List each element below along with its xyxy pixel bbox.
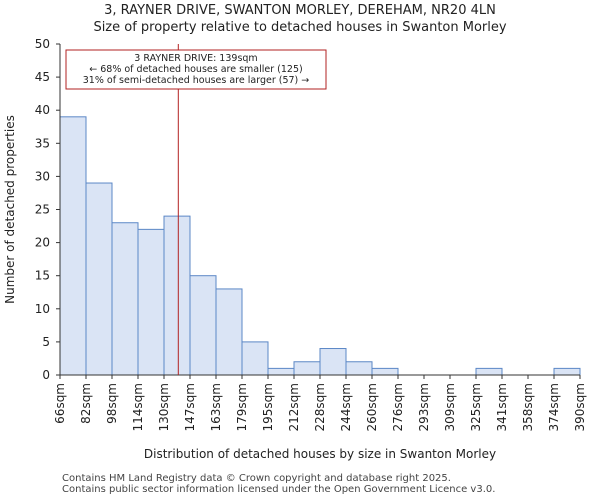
x-tick-label: 309sqm [443,383,457,431]
x-tick-label: 114sqm [131,383,145,431]
annotation-box [65,49,327,90]
bar-66sqm [59,116,87,376]
y-tick-label: 50 [35,37,50,51]
footer-licence: Contains public sector information licen… [62,484,496,495]
bar-195sqm [267,367,295,376]
x-tick-label: 179sqm [235,383,249,431]
bar-147sqm [189,275,217,376]
y-tick-label: 30 [35,169,50,183]
y-tick-label: 40 [35,103,50,117]
chart-title: 3, RAYNER DRIVE, SWANTON MORLEY, DEREHAM… [104,3,496,18]
x-tick-label: 260sqm [365,383,379,431]
x-tick-label: 212sqm [287,383,301,431]
x-tick-label: 341sqm [495,383,509,431]
x-tick-label: 374sqm [547,383,561,431]
bars-group [59,116,581,376]
x-tick-label: 325sqm [469,383,483,431]
bar-82sqm [85,182,113,376]
bar-212sqm [293,361,321,376]
bar-114sqm [137,228,165,376]
x-axis-label: Distribution of detached houses by size … [144,447,496,461]
x-tick-label: 276sqm [391,383,405,431]
footer-copyright: Contains HM Land Registry data © Crown c… [62,473,451,484]
bar-244sqm [345,361,373,376]
x-tick-label: 66sqm [53,383,67,424]
annotation-line-2: ← 68% of detached houses are smaller (12… [89,64,302,75]
bar-374sqm [553,367,581,376]
chart-subtitle: Size of property relative to detached ho… [93,20,507,35]
y-tick-label: 0 [42,368,50,382]
bar-163sqm [215,288,243,376]
x-tick-label: 228sqm [313,383,327,431]
bar-98sqm [111,222,139,376]
marker-annotation: 3 RAYNER DRIVE: 139sqm ← 68% of detached… [65,49,327,90]
y-tick-label: 25 [35,203,50,217]
x-tick-label: 244sqm [339,383,353,431]
annotation-line-3: 31% of semi-detached houses are larger (… [83,75,310,86]
x-tick-label: 293sqm [417,383,431,431]
y-tick-label: 5 [42,335,50,349]
x-tick-label: 390sqm [573,383,587,431]
bar-325sqm [475,367,503,376]
y-axis-label: Number of detached properties [3,115,17,304]
y-tick-label: 15 [35,269,50,283]
annotation-line-1: 3 RAYNER DRIVE: 139sqm [134,53,257,64]
histogram-chart: 0 5 10 15 20 25 30 35 40 45 50 66sqm 82sqm 98sqm 114sq… [3,37,587,461]
x-tick-label: 358sqm [521,383,535,431]
x-tick-label: 147sqm [183,383,197,431]
bar-179sqm [241,341,269,376]
bar-260sqm [371,367,399,376]
x-tick-label: 98sqm [105,383,119,424]
y-tick-label: 35 [35,136,50,150]
y-tick-label: 20 [35,236,50,250]
axes-group: 0 5 10 15 20 25 30 35 40 45 50 66sqm 82sqm 98sqm 114sq… [35,37,587,431]
y-tick-label: 10 [35,302,50,316]
x-tick-label: 82sqm [79,383,93,424]
x-tick-label: 163sqm [209,383,223,431]
y-tick-label: 45 [35,70,50,84]
bar-130sqm [163,215,191,376]
bar-228sqm [319,348,347,376]
x-tick-label: 195sqm [261,383,275,431]
x-tick-label: 130sqm [157,383,171,431]
